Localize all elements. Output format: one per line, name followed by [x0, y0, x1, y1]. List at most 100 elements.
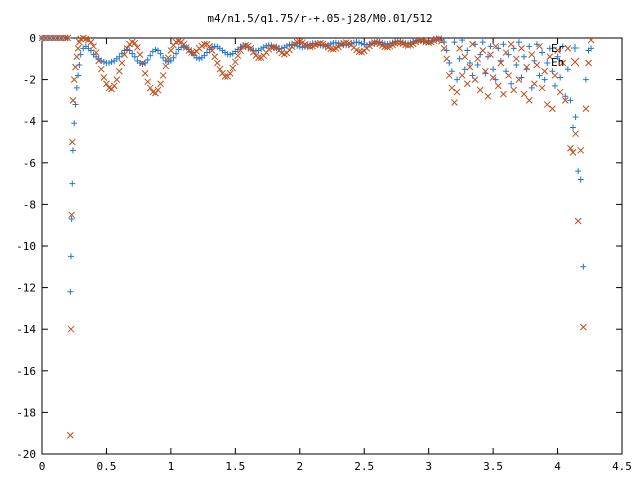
data-point-eh: [188, 49, 195, 56]
data-point-er: [474, 62, 481, 69]
data-point-eh: [136, 51, 144, 58]
data-point-eh: [453, 88, 461, 96]
x-tick-label: 1.5: [225, 460, 245, 473]
data-point-eh: [415, 37, 422, 45]
data-point-eh: [567, 144, 574, 152]
data-point-er: [559, 43, 566, 50]
data-point-er: [554, 53, 561, 60]
data-point-eh: [507, 40, 515, 48]
data-point-eh: [381, 43, 389, 51]
data-point-er: [196, 55, 203, 62]
data-point-eh: [556, 88, 564, 96]
data-point-er: [588, 45, 595, 52]
legend-marker-er: [571, 44, 579, 52]
data-point-er: [479, 39, 486, 46]
data-point-eh: [554, 47, 561, 54]
y-tick-label: -8: [23, 198, 36, 211]
x-tick-label: 4: [554, 460, 561, 473]
data-point-eh: [585, 59, 592, 67]
y-tick-label: -14: [16, 323, 36, 336]
data-point-er: [69, 180, 76, 187]
data-point-eh: [340, 39, 347, 47]
plot-frame: [41, 37, 623, 455]
data-point-eh: [541, 67, 549, 75]
data-point-eh: [146, 84, 154, 92]
data-point-eh: [505, 72, 512, 79]
data-point-eh: [484, 92, 492, 100]
data-point-eh: [73, 53, 81, 61]
data-point-er: [577, 176, 584, 183]
data-point-eh: [533, 61, 541, 69]
data-point-eh: [92, 49, 100, 56]
data-point-eh: [159, 72, 167, 79]
data-point-eh: [68, 211, 75, 219]
data-point-er: [227, 51, 234, 58]
data-point-eh: [67, 325, 75, 333]
data-point-er: [131, 53, 138, 60]
data-point-eh: [134, 44, 141, 51]
data-point-er: [541, 76, 548, 83]
data-point-er: [459, 37, 466, 44]
x-tick-label: 0.5: [97, 460, 117, 473]
data-point-eh: [463, 80, 471, 88]
data-point-er: [551, 82, 558, 89]
data-point-eh: [417, 36, 425, 44]
data-point-eh: [525, 97, 533, 104]
data-point-eh: [425, 39, 433, 46]
data-point-eh: [97, 65, 105, 73]
data-point-eh: [100, 74, 108, 81]
data-point-er: [139, 61, 146, 67]
data-point-eh: [103, 80, 110, 88]
data-point-er: [521, 53, 528, 60]
data-point-eh: [206, 42, 213, 50]
data-point-er: [572, 114, 579, 121]
data-point-er: [536, 72, 543, 79]
data-point-er: [461, 66, 468, 73]
data-point-eh: [494, 82, 502, 90]
data-point-eh: [242, 41, 249, 49]
data-point-eh: [438, 37, 445, 45]
data-point-eh: [518, 45, 525, 52]
data-point-er: [580, 263, 587, 270]
data-point-eh: [476, 86, 484, 94]
chart-title: m4/n1.5/q1.75/r-+.05-j28/M0.01/512: [207, 12, 432, 25]
data-point-eh: [445, 72, 453, 79]
x-axis: 0 0.5 1 1.5 2 2.5 3 3.5 4 4.5: [39, 38, 632, 473]
data-point-eh: [255, 54, 262, 62]
data-point-eh: [306, 43, 314, 51]
data-point-eh: [482, 67, 489, 75]
data-point-eh: [404, 42, 412, 49]
data-point-er: [508, 80, 515, 87]
data-point-er: [263, 42, 270, 49]
data-point-er: [116, 53, 123, 60]
x-tick-label: 2: [296, 460, 303, 473]
data-point-eh: [572, 130, 579, 138]
data-point-eh: [500, 90, 507, 98]
data-point-er: [157, 50, 164, 57]
data-point-eh: [162, 62, 170, 70]
data-point-eh: [226, 70, 234, 77]
data-point-eh: [221, 73, 229, 80]
x-tick-label: 4.5: [612, 460, 632, 473]
data-point-eh: [574, 217, 582, 225]
data-point-er: [69, 147, 76, 154]
data-point-er: [129, 50, 136, 57]
data-point-eh: [471, 76, 479, 83]
data-point-eh: [90, 42, 97, 50]
data-point-eh: [121, 51, 128, 58]
data-point-eh: [293, 38, 301, 46]
data-point-er: [203, 49, 210, 56]
data-point-er: [68, 215, 75, 222]
data-point-eh: [211, 53, 219, 61]
data-point-er: [451, 39, 458, 46]
data-point-eh: [167, 47, 175, 54]
data-point-er: [490, 66, 497, 73]
data-markers: [38, 34, 595, 439]
data-point-er: [75, 72, 82, 79]
x-tick-label: 3.5: [483, 460, 503, 473]
data-point-er: [160, 54, 167, 61]
data-point-er: [454, 76, 461, 83]
legend-label-eh: Eh: [551, 56, 564, 69]
data-point-eh: [469, 40, 476, 48]
